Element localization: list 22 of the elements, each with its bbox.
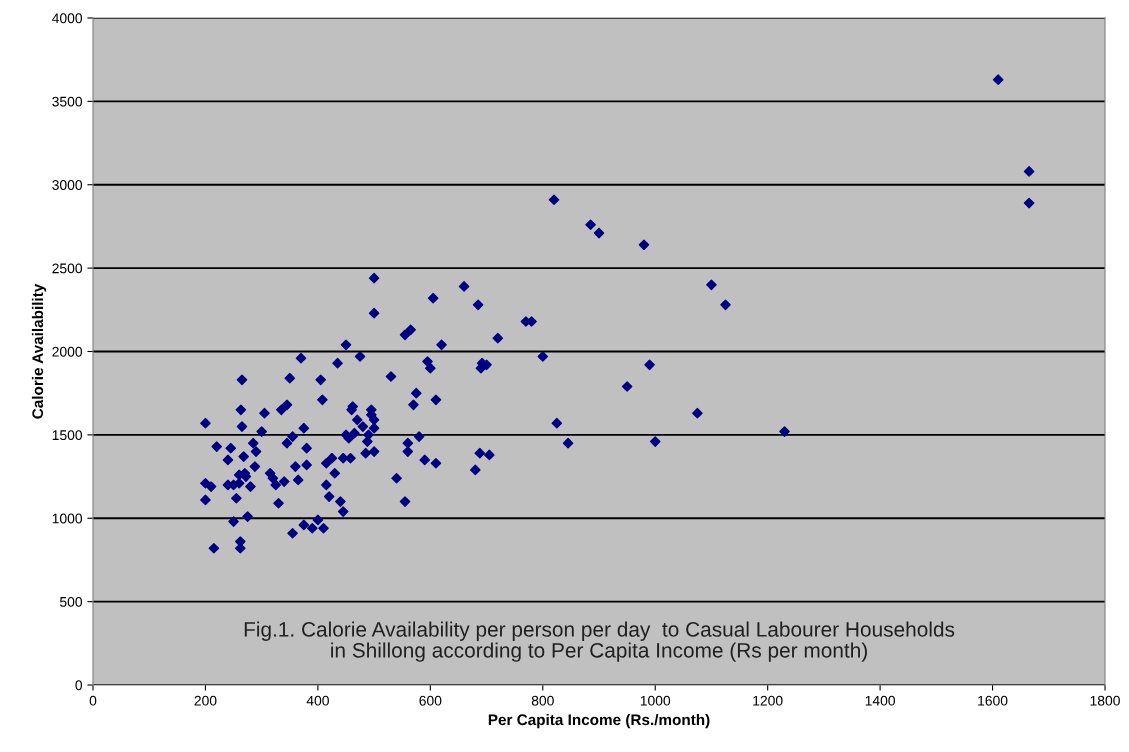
y-tick-label: 2500 [52,263,83,274]
y-tick-label: 500 [59,596,83,607]
x-tick-label: 600 [419,695,442,706]
x-tick-label: 0 [89,695,97,706]
x-tick-label: 400 [306,695,329,706]
x-tick-label: 200 [194,695,217,706]
x-tick-label: 1800 [1090,695,1120,706]
x-tick-label: 1200 [753,695,783,706]
y-axis-title: Calorie Availability [31,283,47,419]
y-tick-label: 3500 [52,96,83,107]
y-tick-label: 0 [75,680,83,691]
y-tick-label: 3000 [52,180,83,190]
y-tick-label: 2000 [52,346,83,357]
y-tick-label: 1500 [52,430,83,441]
x-tick-label: 800 [531,695,554,706]
x-tick-label: 1000 [640,695,671,706]
y-tick-label: 1000 [52,513,83,524]
x-axis-title: Per Capita Income (Rs./month) [488,713,710,729]
x-tick-label: 1400 [865,695,896,706]
x-tick-label: 1600 [978,695,1008,706]
annotation: Fig.1. Calorie Availability per person per day to Casual Labourer Households in Shillong according to Per Capita Income (Rs per month) [244,621,955,662]
y-tick-label: 4000 [52,13,83,24]
